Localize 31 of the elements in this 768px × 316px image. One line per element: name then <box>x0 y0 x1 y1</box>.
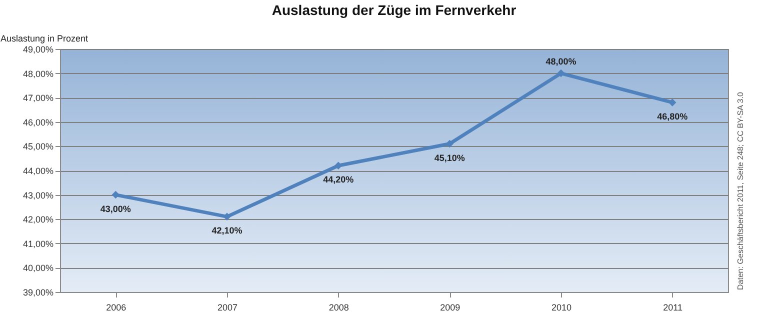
data-label: 46,80% <box>657 111 688 122</box>
y-tick-label: 48,00% <box>22 68 54 79</box>
data-label: 43,00% <box>100 204 131 214</box>
y-tick-label: 40,00% <box>22 263 54 274</box>
y-tick-label: 43,00% <box>22 190 54 200</box>
x-tick-label: 2009 <box>440 302 460 312</box>
x-tick-label: 2007 <box>217 302 238 312</box>
data-label: 48,00% <box>546 56 576 66</box>
y-tick-label: 49,00% <box>22 44 54 54</box>
y-tick-label: 44,00% <box>22 166 54 176</box>
y-axis-title: Auslastung in Prozent <box>0 34 89 44</box>
point <box>334 162 342 170</box>
x-tick-label: 2011 <box>663 302 683 312</box>
y-tick-label: 41,00% <box>22 238 54 249</box>
point <box>557 69 565 78</box>
y-tick-label: 47,00% <box>22 93 54 104</box>
text: Daten: Geschäftsbericht 2011, Seite 248; CC BY-SA 3.0 <box>736 91 746 290</box>
x-tick-label: 2010 <box>551 302 572 312</box>
data-label: 44,20% <box>323 174 354 185</box>
y-tick-label: 39,00% <box>22 288 54 298</box>
y-tick-label: 46,00% <box>22 117 54 128</box>
point <box>223 212 231 221</box>
data-label: 42,10% <box>212 226 242 236</box>
point <box>112 190 120 199</box>
chart-title: Auslastung der Züge im Fernverkehr <box>272 2 517 18</box>
x-tick-label: 2006 <box>106 302 126 312</box>
point <box>668 98 676 106</box>
x-tick-label: 2008 <box>328 302 349 312</box>
y-tick-label: 42,00% <box>22 214 54 225</box>
data-label: 45,10% <box>434 152 465 163</box>
y-tick-label: 45,00% <box>22 142 54 152</box>
